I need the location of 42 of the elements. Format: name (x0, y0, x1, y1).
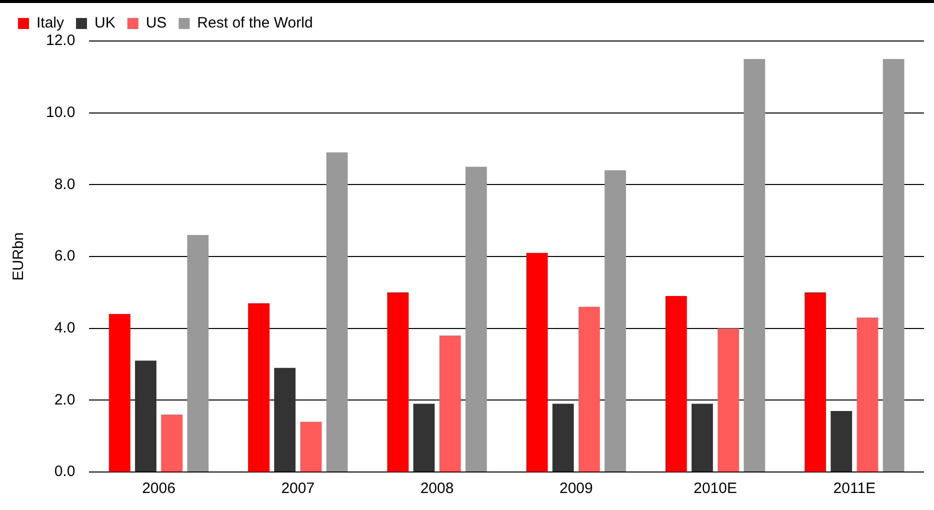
y-tick-label: 8.0 (54, 176, 76, 193)
bar (387, 292, 409, 472)
bar (135, 360, 156, 472)
x-tick-label: 2009 (559, 480, 593, 498)
bar (274, 368, 296, 472)
bar (439, 336, 461, 472)
bar (326, 152, 348, 472)
legend-label: Italy (36, 14, 65, 32)
bar (465, 166, 487, 472)
bar (604, 170, 626, 472)
y-tick-label: 10.0 (46, 104, 76, 121)
bar (744, 58, 766, 472)
bar (108, 314, 130, 472)
y-tick-label: 2.0 (54, 391, 76, 408)
bar (248, 303, 270, 472)
legend-label: Rest of the World (197, 14, 313, 32)
bar (552, 404, 574, 472)
bar (830, 410, 852, 472)
bar (526, 252, 548, 472)
bar (300, 422, 322, 472)
y-tick-label: 0.0 (54, 463, 76, 480)
bar (578, 306, 600, 472)
x-tick-label: 2010E (694, 480, 737, 498)
bar (856, 318, 878, 472)
bar (413, 404, 435, 472)
y-axis-title: EURbn (10, 232, 28, 281)
x-tick-label: 2008 (420, 480, 454, 498)
y-tick-label: 4.0 (54, 319, 76, 336)
bar (187, 234, 209, 472)
bar (882, 58, 904, 472)
bar (161, 414, 182, 472)
x-tick-label: 2006 (142, 480, 176, 498)
legend-label: UK (94, 14, 116, 32)
bar (718, 328, 740, 472)
bar (804, 292, 826, 472)
bar (665, 296, 687, 472)
bar (692, 404, 713, 472)
legend-label: US (146, 14, 167, 32)
x-tick-label: 2007 (281, 480, 315, 498)
y-tick-label: 12.0 (46, 32, 76, 50)
y-tick-label: 6.0 (54, 248, 76, 265)
x-tick-label: 2011E (833, 480, 876, 498)
